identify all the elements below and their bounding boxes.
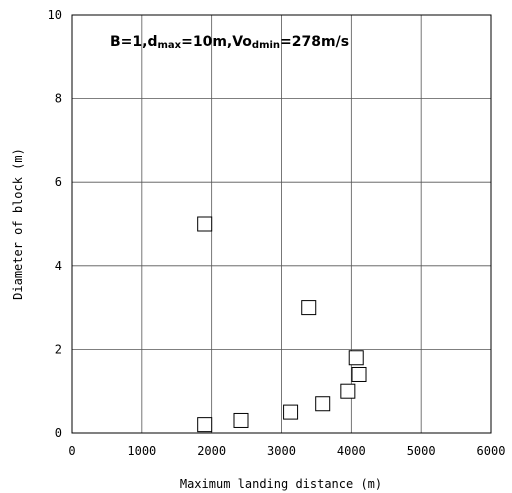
- x-tick-label: 5000: [407, 444, 436, 458]
- x-tick-label: 2000: [197, 444, 226, 458]
- annotation-sub-max: max: [157, 40, 181, 51]
- data-point: [351, 366, 367, 382]
- y-tick-label: 6: [55, 175, 62, 189]
- annotation-sub-dmin: dmin: [252, 40, 280, 51]
- x-tick-label: 1000: [127, 444, 156, 458]
- y-tick-label: 2: [55, 342, 62, 356]
- annotation-suffix: =278m/s: [280, 34, 349, 50]
- data-point: [301, 300, 317, 316]
- data-point: [348, 350, 364, 366]
- y-tick-label: 0: [55, 426, 62, 440]
- data-point: [315, 396, 331, 412]
- x-axis-label: Maximum landing distance (m): [180, 477, 382, 491]
- y-tick-label: 10: [48, 8, 62, 22]
- y-axis-label: Diameter of block (m): [11, 148, 25, 300]
- y-tick-label: 4: [55, 259, 62, 273]
- plot-frame: [71, 14, 492, 434]
- x-tick-label: 0: [68, 444, 75, 458]
- data-points: [197, 216, 367, 433]
- x-tick-label: 4000: [337, 444, 366, 458]
- data-point: [197, 216, 213, 232]
- chart-annotation: B=1,dmax=10m,Vodmin=278m/s: [110, 34, 349, 51]
- annotation-prefix: B=1,d: [110, 34, 157, 50]
- tick-labels: 0 1000 2000 3000 4000 5000 6000 0 2 4 6 8 10: [48, 8, 506, 458]
- y-tick-label: 8: [55, 92, 62, 106]
- data-point: [283, 404, 299, 420]
- data-point: [233, 412, 249, 428]
- data-point: [340, 383, 356, 399]
- grid: [72, 15, 491, 433]
- x-tick-label: 3000: [267, 444, 296, 458]
- x-tick-label: 6000: [477, 444, 506, 458]
- annotation-mid: =10m,Vo: [181, 34, 252, 50]
- data-point: [197, 417, 213, 433]
